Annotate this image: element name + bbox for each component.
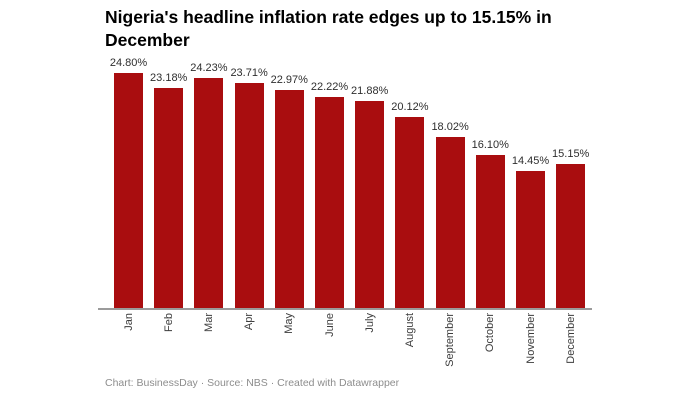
month-label-december: December <box>564 313 577 364</box>
chart-title: Nigeria's headline inflation rate edges … <box>105 7 552 50</box>
value-label-june: 22.22% <box>310 81 349 93</box>
month-label-apr: Apr <box>243 313 256 331</box>
month-label-june: June <box>323 313 336 337</box>
value-label-apr: 23.71% <box>230 67 268 79</box>
value-label-may: 22.97% <box>270 74 308 86</box>
month-label-may: May <box>283 313 296 334</box>
month-label-october: October <box>484 313 497 353</box>
chart-attribution: Chart: BusinessDay · Source: NBS · Creat… <box>105 377 400 389</box>
month-label-september: September <box>444 313 457 367</box>
month-label-august: August <box>403 313 416 348</box>
bar-may <box>274 90 304 308</box>
value-label-july: 21.88% <box>351 85 389 97</box>
x-axis-baseline <box>98 308 592 310</box>
bar-october <box>475 155 505 308</box>
value-label-mar: 24.23% <box>190 62 228 74</box>
bar-jan <box>114 73 143 308</box>
bar-mar <box>194 78 224 308</box>
bar-december <box>556 164 586 308</box>
bar-june <box>315 97 344 308</box>
bar-july <box>355 101 385 308</box>
bar-november <box>516 171 545 308</box>
bar-september <box>435 137 465 308</box>
bar-feb <box>154 88 184 308</box>
value-label-december: 15.15% <box>552 148 590 160</box>
value-label-jan: 24.80% <box>109 57 148 69</box>
value-label-august: 20.12% <box>391 101 429 113</box>
month-label-mar: Mar <box>202 313 215 332</box>
value-label-october: 16.10% <box>471 139 509 151</box>
month-label-july: July <box>363 313 376 333</box>
value-label-feb: 23.18% <box>150 72 188 84</box>
month-label-jan: Jan <box>122 313 135 331</box>
value-label-september: 18.02% <box>431 121 469 133</box>
bar-apr <box>234 83 264 308</box>
value-label-november: 14.45% <box>511 155 550 167</box>
bar-august <box>395 117 425 308</box>
month-label-november: November <box>524 313 537 364</box>
month-label-feb: Feb <box>162 313 175 332</box>
